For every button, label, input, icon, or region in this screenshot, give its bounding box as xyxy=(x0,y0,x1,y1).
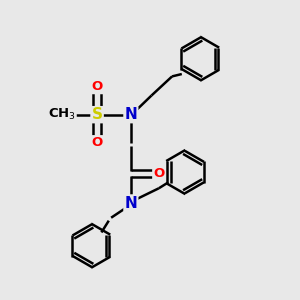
Text: O: O xyxy=(153,167,164,180)
Text: N: N xyxy=(124,107,137,122)
Text: S: S xyxy=(92,107,103,122)
Text: O: O xyxy=(92,136,103,149)
Text: N: N xyxy=(124,196,137,211)
Text: O: O xyxy=(92,80,103,93)
Text: CH$_3$: CH$_3$ xyxy=(48,107,76,122)
